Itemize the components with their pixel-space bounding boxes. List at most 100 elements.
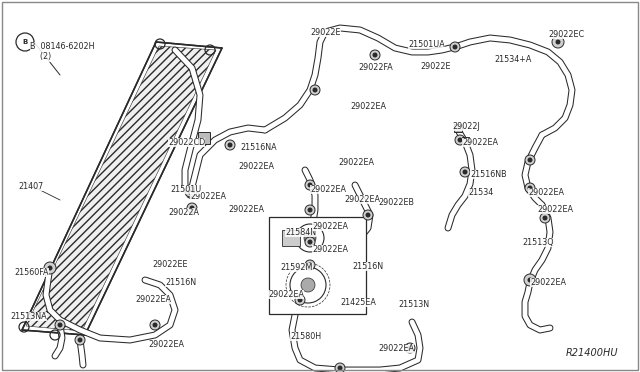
Text: 29022EA: 29022EA <box>530 278 566 287</box>
Text: 29022EA: 29022EA <box>378 344 414 353</box>
Circle shape <box>227 142 232 148</box>
Text: 29022EA: 29022EA <box>462 138 498 147</box>
Circle shape <box>304 232 316 244</box>
Circle shape <box>307 183 312 187</box>
Text: 29022EA: 29022EA <box>135 295 171 304</box>
Bar <box>198 132 210 144</box>
Text: 21534+A: 21534+A <box>494 55 531 64</box>
Text: 21501UA: 21501UA <box>408 40 445 49</box>
Text: 21580H: 21580H <box>290 332 321 341</box>
Circle shape <box>556 39 561 45</box>
Circle shape <box>405 343 415 353</box>
Circle shape <box>525 183 535 193</box>
Text: 29022EA: 29022EA <box>344 195 380 204</box>
Circle shape <box>543 215 547 221</box>
Text: 21534: 21534 <box>468 188 493 197</box>
Circle shape <box>452 45 458 49</box>
Circle shape <box>77 337 83 343</box>
Text: 21513N: 21513N <box>398 300 429 309</box>
Text: 29022EA: 29022EA <box>350 102 386 111</box>
Text: 29022E: 29022E <box>420 62 451 71</box>
Text: 29022EA: 29022EA <box>268 290 304 299</box>
Text: 21516NB: 21516NB <box>470 170 507 179</box>
Bar <box>454 124 462 132</box>
Circle shape <box>295 295 305 305</box>
Text: 29022EA: 29022EA <box>148 340 184 349</box>
Text: 29022A: 29022A <box>168 208 199 217</box>
Text: 21513NA: 21513NA <box>10 312 47 321</box>
Circle shape <box>152 323 157 327</box>
Text: 29022EE: 29022EE <box>152 260 188 269</box>
Circle shape <box>370 50 380 60</box>
Polygon shape <box>26 46 216 331</box>
Circle shape <box>225 140 235 150</box>
Text: 21425EA: 21425EA <box>340 298 376 307</box>
Circle shape <box>408 346 413 350</box>
Text: B  08146-6202H
    (2): B 08146-6202H (2) <box>30 42 95 61</box>
Text: 21584N: 21584N <box>285 228 316 237</box>
Circle shape <box>301 278 315 292</box>
Text: 29022EA: 29022EA <box>537 205 573 214</box>
Text: 29022EA: 29022EA <box>338 158 374 167</box>
Circle shape <box>188 189 193 195</box>
Circle shape <box>307 208 312 212</box>
Text: 21407: 21407 <box>18 182 44 191</box>
Circle shape <box>58 323 63 327</box>
Circle shape <box>307 263 312 267</box>
Text: 29022EA: 29022EA <box>238 162 274 171</box>
Text: 21513Q: 21513Q <box>522 238 554 247</box>
Circle shape <box>460 167 470 177</box>
Circle shape <box>527 186 532 190</box>
Text: 29022E: 29022E <box>310 28 340 37</box>
Circle shape <box>527 278 532 282</box>
Circle shape <box>312 87 317 93</box>
Text: 29022EA: 29022EA <box>228 205 264 214</box>
Circle shape <box>47 266 52 270</box>
Text: R21400HU: R21400HU <box>566 348 618 358</box>
Circle shape <box>150 320 160 330</box>
Bar <box>462 137 469 144</box>
Circle shape <box>540 213 550 223</box>
Circle shape <box>187 203 197 213</box>
Circle shape <box>298 298 303 302</box>
Text: 29022CD: 29022CD <box>168 138 205 147</box>
Circle shape <box>44 262 56 274</box>
Circle shape <box>305 205 315 215</box>
Circle shape <box>458 138 463 142</box>
Text: 29022EA: 29022EA <box>312 245 348 254</box>
FancyBboxPatch shape <box>269 217 366 314</box>
Circle shape <box>455 135 465 145</box>
Circle shape <box>450 42 460 52</box>
Text: 21592M: 21592M <box>280 263 312 272</box>
Circle shape <box>524 274 536 286</box>
Text: 29022EB: 29022EB <box>378 198 414 207</box>
Text: 29022FA: 29022FA <box>358 63 393 72</box>
Text: 29022EC: 29022EC <box>548 30 584 39</box>
Circle shape <box>16 33 34 51</box>
Circle shape <box>527 157 532 163</box>
Text: 21560FA: 21560FA <box>14 268 49 277</box>
Text: 29022EA: 29022EA <box>528 188 564 197</box>
Text: 29022EA: 29022EA <box>312 222 348 231</box>
Text: 29022J: 29022J <box>452 122 480 131</box>
Bar <box>282 230 300 246</box>
Circle shape <box>75 335 85 345</box>
Circle shape <box>305 180 315 190</box>
Text: 21501U: 21501U <box>170 185 201 194</box>
Text: 21516N: 21516N <box>165 278 196 287</box>
Text: B: B <box>22 39 28 45</box>
Text: 29022EA: 29022EA <box>310 185 346 194</box>
Circle shape <box>365 212 371 218</box>
Circle shape <box>363 210 373 220</box>
Circle shape <box>307 240 312 244</box>
Circle shape <box>372 52 378 58</box>
Circle shape <box>552 36 564 48</box>
Circle shape <box>337 366 342 371</box>
Text: 21516N: 21516N <box>352 262 383 271</box>
Circle shape <box>335 363 345 372</box>
Circle shape <box>525 155 535 165</box>
Circle shape <box>305 237 315 247</box>
Circle shape <box>185 187 195 197</box>
Text: 29022EA: 29022EA <box>190 192 226 201</box>
Circle shape <box>55 320 65 330</box>
